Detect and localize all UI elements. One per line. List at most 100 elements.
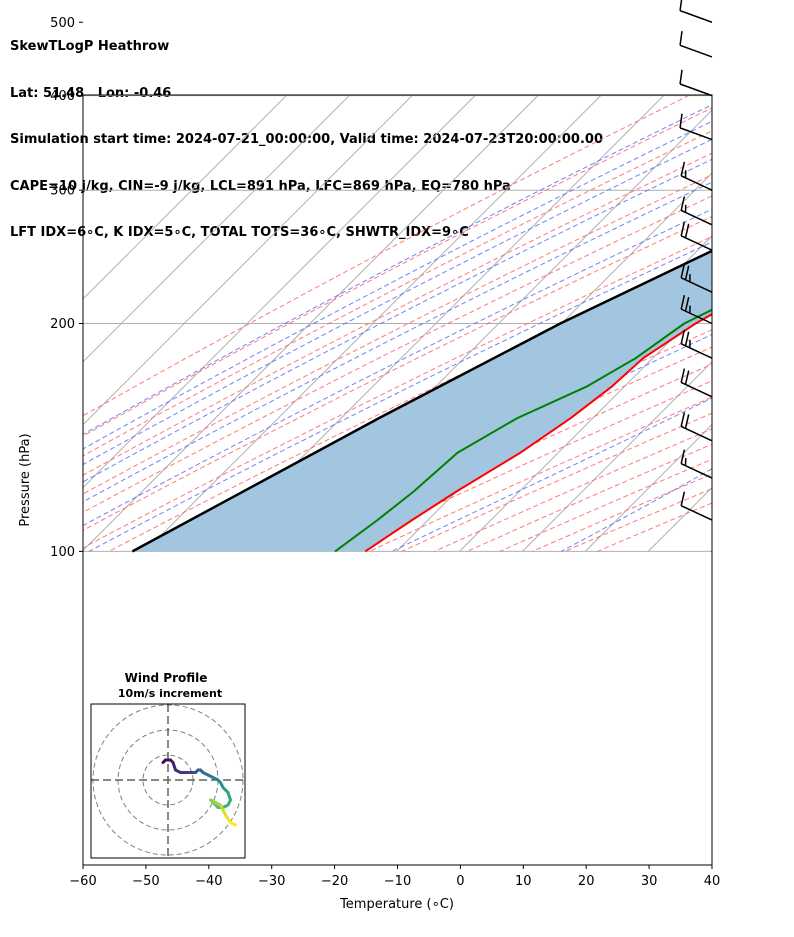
profile-lines: [131, 249, 712, 553]
x-tick-label: 40: [704, 874, 721, 889]
barb-flag: [680, 329, 686, 344]
hodograph-frame: [90, 703, 246, 859]
dewpoint-line: [334, 308, 712, 553]
dry-adiabat: [499, 458, 712, 552]
y-tick-label: 200: [50, 317, 75, 332]
barb-flag: [684, 370, 690, 385]
moist-adiabat: [83, 181, 712, 503]
moist-adiabat: [83, 104, 712, 436]
cape-area: [132, 250, 712, 552]
dry-adiabat: [83, 174, 712, 495]
barb-flag: [679, 69, 683, 85]
barb-flag: [680, 491, 686, 506]
wind-barb: [680, 221, 713, 251]
barb-staff: [680, 175, 713, 191]
wind-barb: [679, 113, 713, 141]
wind-barb: [679, 30, 713, 58]
isotherm: [774, 0, 794, 551]
barb-flag: [679, 113, 683, 128]
x-tick-label: −50: [132, 874, 159, 889]
x-tick-label: 0: [456, 874, 464, 889]
cape-shading: [132, 250, 712, 552]
barb-flag: [680, 263, 686, 278]
isotherm: [710, 549, 712, 552]
barb-flag: [679, 30, 683, 46]
y-tick-label: 300: [50, 184, 75, 199]
barb-flag: [684, 223, 690, 238]
isotherm: [83, 95, 477, 489]
barb-flag: [684, 414, 690, 429]
barb-staff: [679, 9, 713, 23]
hodograph-title: Wind Profile: [125, 671, 208, 685]
barb-staff: [680, 504, 713, 521]
wind-barb: [680, 196, 713, 226]
wind-barb: [679, 0, 713, 23]
hodograph-subtitle: 10m/s increment: [118, 687, 222, 700]
barb-flag: [680, 221, 686, 236]
barb-flag: [680, 368, 686, 383]
dry-adiabat: [83, 235, 712, 549]
barb-staff: [680, 235, 713, 251]
isotherm: [83, 95, 288, 300]
wind-barb: [680, 449, 713, 479]
header-times: Simulation start time: 2024-07-21_00:00:…: [10, 132, 603, 147]
header-indices-2: LFT IDX=6∘C, K IDX=5∘C, TOTAL TOTS=36∘C,…: [10, 225, 469, 240]
moist-adiabat: [83, 208, 712, 527]
x-tick-label: −30: [258, 874, 285, 889]
barb-flag: [684, 331, 690, 346]
wind-barb: [679, 69, 713, 97]
parcel-line: [131, 249, 712, 553]
barb-staff: [679, 44, 713, 58]
barb-staff: [680, 381, 713, 398]
wind-barb: [680, 161, 713, 191]
isotherm: [83, 95, 351, 363]
wind-barb: [680, 491, 713, 521]
isotherm: [83, 95, 414, 426]
barb-staff: [679, 83, 713, 97]
barb-flag: [680, 412, 686, 427]
dry-adiabat: [83, 130, 712, 457]
x-tick-label: −20: [321, 874, 348, 889]
y-tick-label: 500: [50, 16, 75, 31]
x-tick-label: 20: [578, 874, 595, 889]
y-tick-label: 400: [50, 89, 75, 104]
hodograph-segment: [224, 813, 232, 824]
isotherm: [144, 95, 603, 552]
x-tick-label: −60: [69, 874, 96, 889]
wind-barb: [680, 412, 713, 442]
y-axis-label: Pressure (hPa): [18, 433, 33, 526]
axes: −60 −50 −40 −30 −20 −10 0 10 20 30 40 100 200 300 400 5…: [50, 16, 721, 889]
x-axis-label: Temperature (∘C): [339, 897, 454, 912]
barb-flag: [680, 449, 686, 464]
isotherm: [83, 95, 540, 552]
x-tick-label: 30: [641, 874, 658, 889]
wind-barbs: [679, 0, 713, 521]
barb-staff: [680, 277, 713, 293]
dry-adiabat: [83, 95, 692, 417]
barb-flag: [679, 0, 683, 11]
barb-flag: [680, 196, 686, 211]
barb-flag: [680, 161, 686, 176]
header-title: SkewTLogP Heathrow: [10, 39, 170, 54]
barb-flag: [684, 265, 690, 280]
dry-adiabat: [83, 215, 712, 531]
header-location: Lat: 51.48 Lon: -0.46: [10, 85, 172, 101]
barb-staff: [680, 462, 713, 479]
wind-barb: [680, 295, 713, 325]
isotherm: [522, 361, 712, 552]
temperature-line: [364, 313, 712, 553]
x-tick-label: −40: [195, 874, 222, 889]
moist-adiabat: [83, 158, 712, 483]
barb-staff: [680, 425, 713, 442]
barb-staff: [680, 343, 713, 359]
isotherm: [207, 95, 666, 552]
y-tick-label: 100: [50, 545, 75, 560]
barb-flag: [680, 295, 686, 310]
barb-flag: [684, 297, 690, 312]
barb-staff: [680, 308, 713, 325]
barb-staff: [680, 209, 713, 226]
wind-barb: [680, 263, 713, 293]
wind-barb: [680, 368, 713, 398]
wind-barb: [680, 329, 713, 359]
